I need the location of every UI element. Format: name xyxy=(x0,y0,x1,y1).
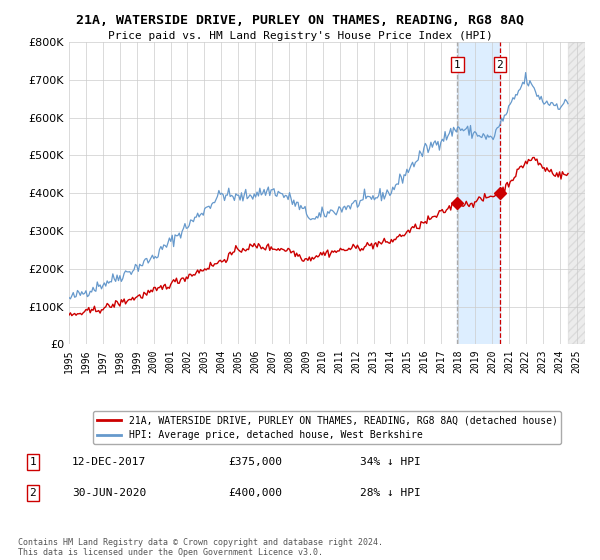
Bar xyxy=(568,42,585,344)
Text: 2: 2 xyxy=(496,60,503,69)
Text: 12-DEC-2017: 12-DEC-2017 xyxy=(72,457,146,467)
Text: Contains HM Land Registry data © Crown copyright and database right 2024.
This d: Contains HM Land Registry data © Crown c… xyxy=(18,538,383,557)
Text: Price paid vs. HM Land Registry's House Price Index (HPI): Price paid vs. HM Land Registry's House … xyxy=(107,31,493,41)
Bar xyxy=(457,42,500,344)
Text: 28% ↓ HPI: 28% ↓ HPI xyxy=(360,488,421,498)
Text: £400,000: £400,000 xyxy=(228,488,282,498)
Text: 34% ↓ HPI: 34% ↓ HPI xyxy=(360,457,421,467)
Text: 2: 2 xyxy=(29,488,37,498)
Text: 1: 1 xyxy=(29,457,37,467)
Text: 1: 1 xyxy=(454,60,461,69)
Text: 30-JUN-2020: 30-JUN-2020 xyxy=(72,488,146,498)
Legend: 21A, WATERSIDE DRIVE, PURLEY ON THAMES, READING, RG8 8AQ (detached house), HPI: : 21A, WATERSIDE DRIVE, PURLEY ON THAMES, … xyxy=(92,411,562,444)
Text: 21A, WATERSIDE DRIVE, PURLEY ON THAMES, READING, RG8 8AQ: 21A, WATERSIDE DRIVE, PURLEY ON THAMES, … xyxy=(76,14,524,27)
Text: £375,000: £375,000 xyxy=(228,457,282,467)
